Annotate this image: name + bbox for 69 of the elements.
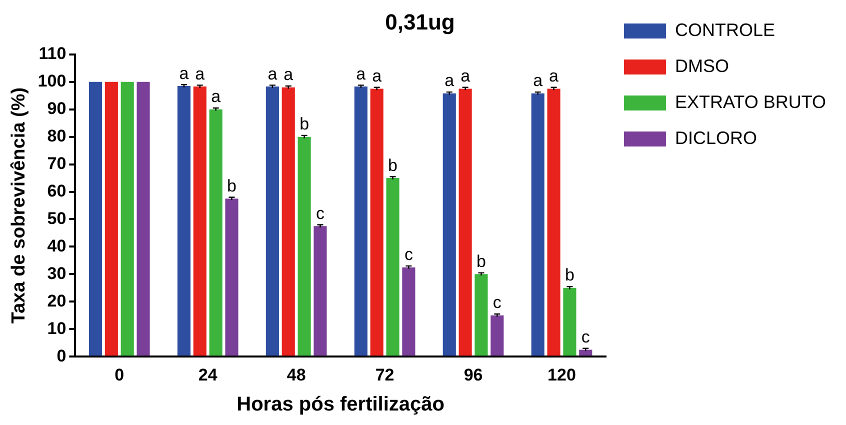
chart-title: 0,31ug: [385, 9, 455, 34]
data-label: b: [227, 176, 236, 196]
bar: [547, 88, 560, 356]
data-label: b: [388, 156, 398, 175]
data-label: b: [476, 252, 486, 271]
data-label: c: [316, 204, 325, 223]
bar: [442, 93, 456, 356]
y-tick-label: 60: [47, 181, 66, 200]
y-tick-label: 80: [47, 126, 66, 146]
data-label: c: [404, 245, 414, 264]
y-axis-title: Taxa de sobrevivência (%): [8, 87, 30, 324]
y-tick-label: 20: [47, 291, 66, 310]
bar: [136, 82, 150, 356]
legend-label: CONTROLE: [674, 20, 775, 40]
bar: [474, 274, 488, 356]
data-label: b: [300, 114, 310, 134]
x-tick-label: 0: [114, 365, 124, 384]
y-tick-label: 70: [47, 154, 66, 173]
x-tick-label: 72: [375, 365, 394, 384]
bar: [579, 350, 592, 356]
bar: [282, 87, 295, 356]
x-tick-label: 48: [286, 365, 306, 384]
data-label: a: [268, 64, 278, 84]
bar: [563, 288, 576, 356]
bar: [314, 226, 327, 356]
bar: [120, 82, 134, 356]
y-tick-label: 0: [56, 346, 66, 366]
legend-label: DICLORO: [674, 128, 757, 148]
y-tick-label: 100: [38, 72, 66, 91]
bar: [386, 178, 400, 356]
data-label: a: [372, 66, 382, 86]
bar: [354, 86, 368, 356]
data-label: a: [356, 64, 366, 84]
bar: [104, 82, 118, 356]
data-label: b: [564, 266, 574, 285]
legend-label: EXTRATO BRUTO: [674, 92, 826, 112]
bar: [402, 267, 416, 356]
data-label: a: [211, 87, 222, 106]
data-label: c: [581, 328, 590, 347]
x-tick-label: 96: [464, 365, 483, 384]
y-tick-label: 90: [47, 99, 66, 118]
bar: [193, 86, 206, 356]
bar: [458, 88, 472, 356]
y-tick-label: 50: [47, 208, 66, 228]
bar: [88, 82, 102, 356]
bar: [370, 88, 384, 356]
bar: [298, 136, 311, 356]
x-tick-label: 120: [548, 365, 576, 384]
bar: [490, 315, 504, 356]
legend-label: DMSO: [674, 56, 729, 76]
bar: [225, 198, 238, 356]
data-label: a: [533, 71, 544, 90]
bar: [177, 86, 191, 356]
x-axis-title: Horas pós fertilização: [236, 394, 444, 416]
data-label: a: [195, 64, 206, 84]
bar: [531, 93, 544, 356]
y-tick-label: 40: [47, 236, 66, 256]
data-label: c: [492, 293, 502, 312]
data-label: a: [444, 71, 455, 90]
x-tick-label: 24: [198, 365, 218, 384]
data-label: a: [460, 66, 471, 86]
data-label: a: [549, 66, 560, 86]
bar: [266, 86, 279, 356]
y-tick-label: 30: [47, 264, 66, 283]
data-label: a: [284, 65, 294, 84]
data-label: a: [179, 64, 190, 83]
y-tick-label: 110: [38, 44, 66, 64]
y-tick-label: 10: [47, 318, 66, 338]
bar: [209, 109, 222, 356]
